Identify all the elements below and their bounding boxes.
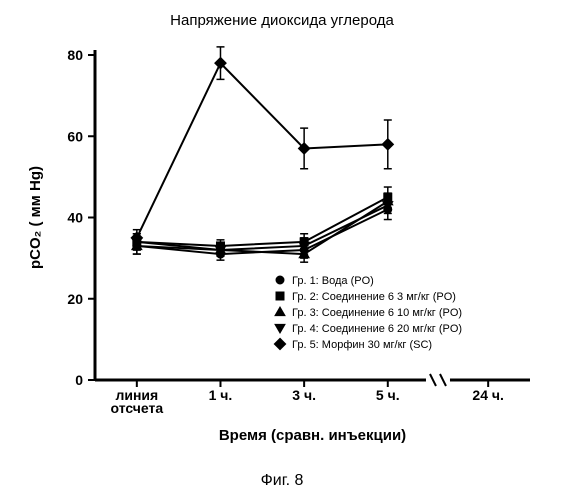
series-0 — [133, 199, 392, 260]
legend-label: Гр. 1: Вода (PO) — [292, 275, 374, 287]
legend-label: Гр. 3: Соединение 6 10 мг/кг (PO) — [292, 307, 462, 319]
legend-label: Гр. 4: Соединение 6 20 мг/кг (PO) — [292, 323, 462, 335]
x-tick-label: 5 ч. — [376, 387, 400, 403]
y-tick-label: 0 — [75, 372, 83, 388]
legend-label: Гр. 2: Соединение 6 3 мг/кг (PO) — [292, 291, 456, 303]
x-tick-label: 3 ч. — [292, 387, 316, 403]
x-tick-label: отсчета — [110, 400, 163, 416]
line-chart: Напряжение диоксида углерода020406080лин… — [0, 0, 565, 500]
legend-label: Гр. 5: Морфин 30 мг/кг (SC) — [292, 339, 432, 351]
y-axis-title: pCO₂ ( мм Hg) — [27, 166, 44, 269]
chart-title: Напряжение диоксида углерода — [170, 12, 394, 29]
legend: Гр. 1: Вода (PO) Гр. 2: Соединение 6 3 мг… — [274, 275, 462, 351]
x-tick-label: 24 ч. — [472, 387, 503, 403]
x-axis-title: Время (сравн. инъекции) — [219, 427, 406, 444]
y-tick-label: 60 — [67, 128, 83, 144]
chart-container: { "chart": { "type": "line", "title": "Н… — [0, 0, 565, 500]
y-tick-label: 20 — [67, 291, 83, 307]
y-tick-label: 80 — [67, 47, 83, 63]
y-tick-label: 40 — [67, 210, 83, 226]
figure-caption: Фиг. 8 — [261, 472, 304, 489]
series-2 — [132, 193, 393, 262]
x-tick-label: 1 ч. — [209, 387, 233, 403]
series-1 — [133, 187, 392, 252]
